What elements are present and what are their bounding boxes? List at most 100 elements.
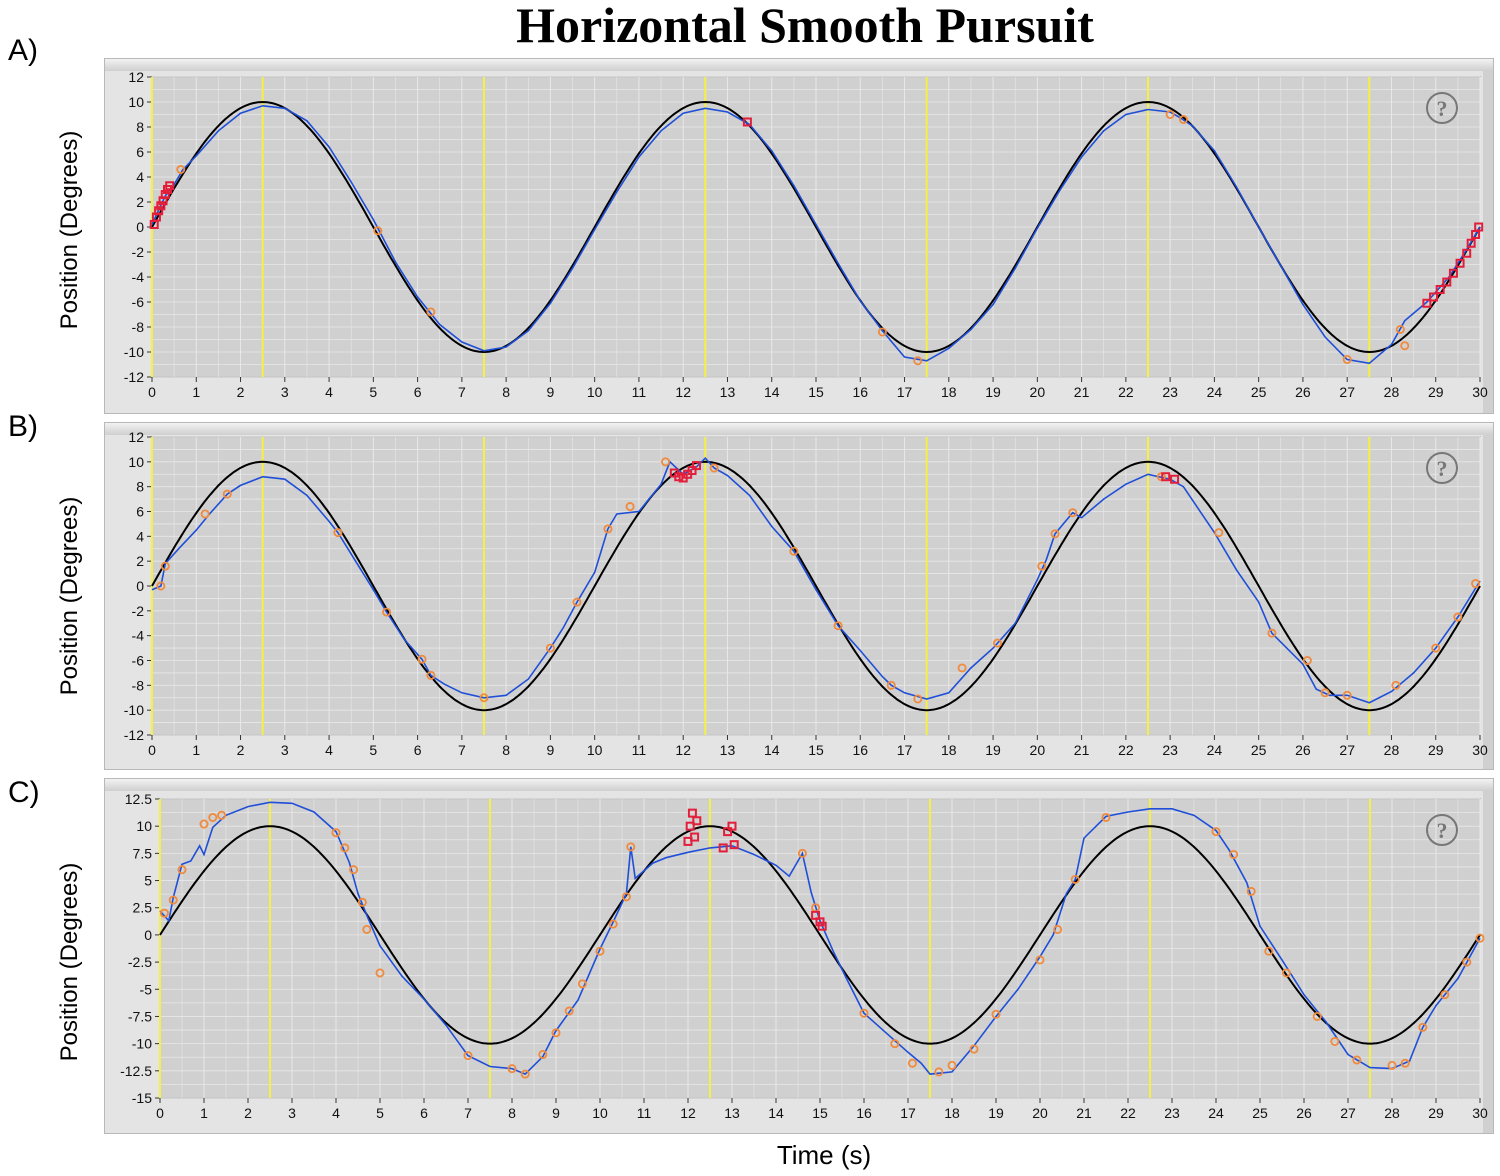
saccade-marker [1068, 508, 1078, 518]
x-tick-label: 10 [592, 1105, 608, 1121]
saccade-marker [507, 1064, 517, 1074]
red-marker [742, 117, 752, 127]
x-tick-label: 26 [1295, 742, 1311, 758]
x-tick-label: 27 [1339, 384, 1355, 400]
saccade-marker [1475, 933, 1485, 943]
x-tick-label: 21 [1076, 1105, 1092, 1121]
saccade-marker [1267, 628, 1277, 638]
y-tick-label: 12.5 [125, 791, 152, 807]
y-tick-label: -4 [132, 628, 145, 644]
red-marker [1429, 292, 1439, 302]
x-tick-label: 10 [587, 742, 603, 758]
saccade-marker [1391, 680, 1401, 690]
x-tick-label: 26 [1296, 1105, 1312, 1121]
saccade-marker [1330, 1036, 1340, 1046]
y-tick-label: 5 [144, 873, 152, 889]
x-tick-label: 4 [325, 742, 333, 758]
x-tick-label: 29 [1428, 1105, 1444, 1121]
saccade-marker [1035, 955, 1045, 965]
y-tick-label: 10 [136, 818, 152, 834]
red-marker [1161, 472, 1171, 482]
saccade-marker [660, 457, 670, 467]
x-tick-label: 0 [148, 742, 156, 758]
y-tick-label: 7.5 [133, 845, 153, 861]
saccade-marker [603, 524, 613, 534]
y-tick-label: 6 [136, 144, 144, 160]
x-tick-label: 9 [547, 384, 555, 400]
x-tick-label: 7 [464, 1105, 472, 1121]
red-marker [1455, 258, 1465, 268]
saccade-marker [1101, 812, 1111, 822]
saccade-marker [907, 1058, 917, 1068]
saccade-marker [572, 597, 582, 607]
x-tick-label: 20 [1030, 742, 1046, 758]
chart-panel-a: 0 1 2 3 4 5 6 7 8 9 10 11 12 13 14 15 16 17 18 19 20 21 22 23 24… [124, 69, 1488, 400]
x-tick-label: 16 [852, 742, 868, 758]
saccade-marker [545, 643, 555, 653]
x-tick-label: 13 [720, 384, 736, 400]
eye-trace [151, 456, 1481, 704]
x-tick-label: 27 [1340, 1105, 1356, 1121]
x-tick-label: 13 [720, 742, 736, 758]
x-tick-label: 23 [1162, 742, 1178, 758]
x-tick-label: 24 [1208, 1105, 1224, 1121]
y-tick-label: 8 [136, 479, 144, 495]
x-tick-label: 18 [944, 1105, 960, 1121]
x-tick-label: 11 [637, 1105, 652, 1121]
red-marker [1462, 248, 1472, 258]
y-tick-label: 6 [136, 504, 144, 520]
saccade-marker [373, 226, 383, 236]
help-icon-ring [1426, 814, 1458, 846]
x-tick-label: 20 [1030, 384, 1046, 400]
saccade-marker [709, 463, 719, 473]
saccade-marker [168, 895, 178, 905]
red-marker [156, 201, 166, 211]
saccade-marker [1440, 990, 1450, 1000]
saccade-marker [797, 848, 807, 858]
x-tick-label: 18 [941, 742, 957, 758]
chart-panel-b: 0 1 2 3 4 5 6 7 8 9 10 11 12 13 14 15 16 17 18 19 20 21 22 23 24… [124, 429, 1488, 758]
saccade-marker [331, 828, 341, 838]
help-icon: ? [1426, 814, 1458, 846]
y-tick-label: -15 [132, 1090, 152, 1106]
saccade-marker [1400, 341, 1410, 351]
help-icon-glyph: ? [1437, 96, 1448, 121]
y-tick-label: -12 [124, 727, 144, 743]
saccade-marker [1264, 946, 1274, 956]
saccade-marker [992, 638, 1002, 648]
x-tick-label: 15 [808, 384, 824, 400]
x-tick-label: 8 [502, 742, 510, 758]
x-tick-label: 5 [369, 742, 377, 758]
saccade-marker [349, 865, 359, 875]
x-tick-label: 19 [985, 384, 1001, 400]
x-tick-label: 11 [632, 742, 647, 758]
saccade-marker [208, 812, 218, 822]
red-marker [154, 206, 164, 216]
x-tick-label: 29 [1428, 384, 1444, 400]
red-marker [1422, 298, 1432, 308]
saccade-marker [969, 1044, 979, 1054]
help-icon: ? [1426, 452, 1458, 484]
saccade-marker [362, 924, 372, 934]
saccade-marker [159, 908, 169, 918]
x-tick-label: 8 [508, 1105, 516, 1121]
saccade-marker [890, 1039, 900, 1049]
x-tick-label: 25 [1251, 384, 1267, 400]
eye-trace [159, 801, 1481, 1076]
x-tick-label: 12 [680, 1105, 696, 1121]
eye-trace [151, 104, 1481, 365]
chart-panel-c: 0 1 2 3 4 5 6 7 8 9 10 11 12 13 14 15 16 17 18 19 20 21 22 23 24… [120, 791, 1488, 1121]
x-tick-label: 30 [1472, 1105, 1488, 1121]
saccade-marker [375, 968, 385, 978]
x-tick-label: 27 [1339, 742, 1355, 758]
x-tick-label: 2 [237, 384, 245, 400]
saccade-marker [1453, 612, 1463, 622]
saccade-marker [217, 810, 227, 820]
x-tick-label: 28 [1384, 1105, 1400, 1121]
red-marker [718, 843, 728, 853]
x-tick-label: 13 [724, 1105, 740, 1121]
saccade-marker [621, 892, 631, 902]
x-tick-label: 21 [1074, 384, 1090, 400]
x-tick-label: 12 [675, 384, 691, 400]
saccade-marker [913, 694, 923, 704]
